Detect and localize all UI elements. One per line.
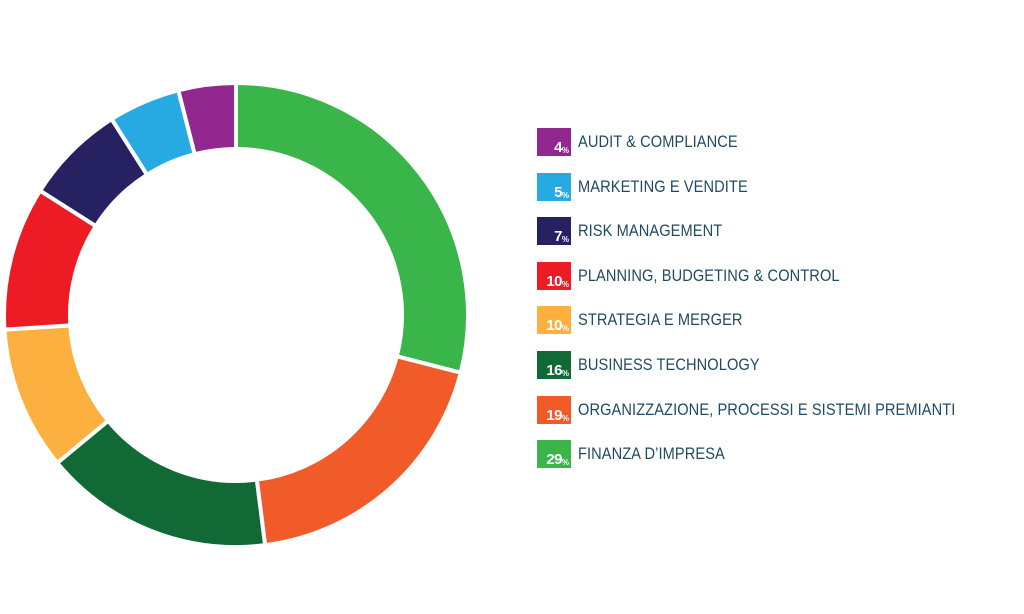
legend-value: 5 xyxy=(554,183,562,201)
legend-unit: % xyxy=(561,324,569,334)
legend-swatch: 29% xyxy=(537,440,571,469)
legend-unit: % xyxy=(561,279,569,289)
legend-unit: % xyxy=(561,146,569,155)
legend-label: PLANNING, BUDGETING & CONTROL xyxy=(578,265,840,285)
legend-label: BUSINESS TECHNOLOGY xyxy=(578,354,760,374)
donut-plot xyxy=(2,80,470,549)
legend-swatch: 19% xyxy=(537,395,571,424)
legend-value: 10 xyxy=(546,272,562,290)
legend-swatch: 5% xyxy=(537,172,571,201)
legend-label: ORGANIZZAZIONE, PROCESSI E SISTEMI PREMI… xyxy=(578,399,956,419)
legend-item: 4% AUDIT & COMPLIANCE xyxy=(537,128,1007,156)
legend-unit: % xyxy=(561,190,569,200)
legend-item: 10% STRATEGIA E MERGER xyxy=(537,306,1007,335)
legend-item: 19% ORGANIZZAZIONE, PROCESSI E SISTEMI PR… xyxy=(537,395,1007,424)
legend-value: 7 xyxy=(554,228,562,246)
legend-unit: % xyxy=(561,413,569,423)
legend-label: FINANZA D’IMPRESA xyxy=(578,444,725,464)
legend-item: 5% MARKETING E VENDITE xyxy=(537,172,1007,201)
legend-label: RISK MANAGEMENT xyxy=(578,221,723,241)
legend-value: 16 xyxy=(546,361,562,379)
legend-label: MARKETING E VENDITE xyxy=(578,176,748,196)
legend-swatch: 10% xyxy=(537,261,571,290)
donut-slice xyxy=(254,353,464,548)
donut-slice xyxy=(175,80,238,157)
legend-item: 29% FINANZA D’IMPRESA xyxy=(537,440,1007,469)
legend-label: STRATEGIA E MERGER xyxy=(578,310,743,330)
chart-legend: 4% AUDIT & COMPLIANCE 5% MARKETING E VENDIT… xyxy=(537,128,1007,485)
legend-swatch: 16% xyxy=(537,350,571,379)
legend-value: 19 xyxy=(546,406,562,424)
legend-value: 4 xyxy=(554,139,562,156)
donut-slice xyxy=(54,417,268,549)
legend-unit: % xyxy=(561,368,569,378)
legend-unit: % xyxy=(561,235,569,245)
donut-slice xyxy=(234,80,470,376)
legend-swatch: 7% xyxy=(537,217,571,246)
legend-value: 29 xyxy=(546,451,562,469)
legend-value: 10 xyxy=(546,317,562,335)
legend-item: 16% BUSINESS TECHNOLOGY xyxy=(537,350,1007,379)
legend-item: 7% RISK MANAGEMENT xyxy=(537,217,1007,246)
legend-label: AUDIT & COMPLIANCE xyxy=(578,132,738,151)
legend-item: 10% PLANNING, BUDGETING & CONTROL xyxy=(537,261,1007,290)
legend-swatch: 10% xyxy=(537,306,571,335)
legend-swatch: 4% xyxy=(537,128,571,156)
legend-unit: % xyxy=(561,458,569,468)
